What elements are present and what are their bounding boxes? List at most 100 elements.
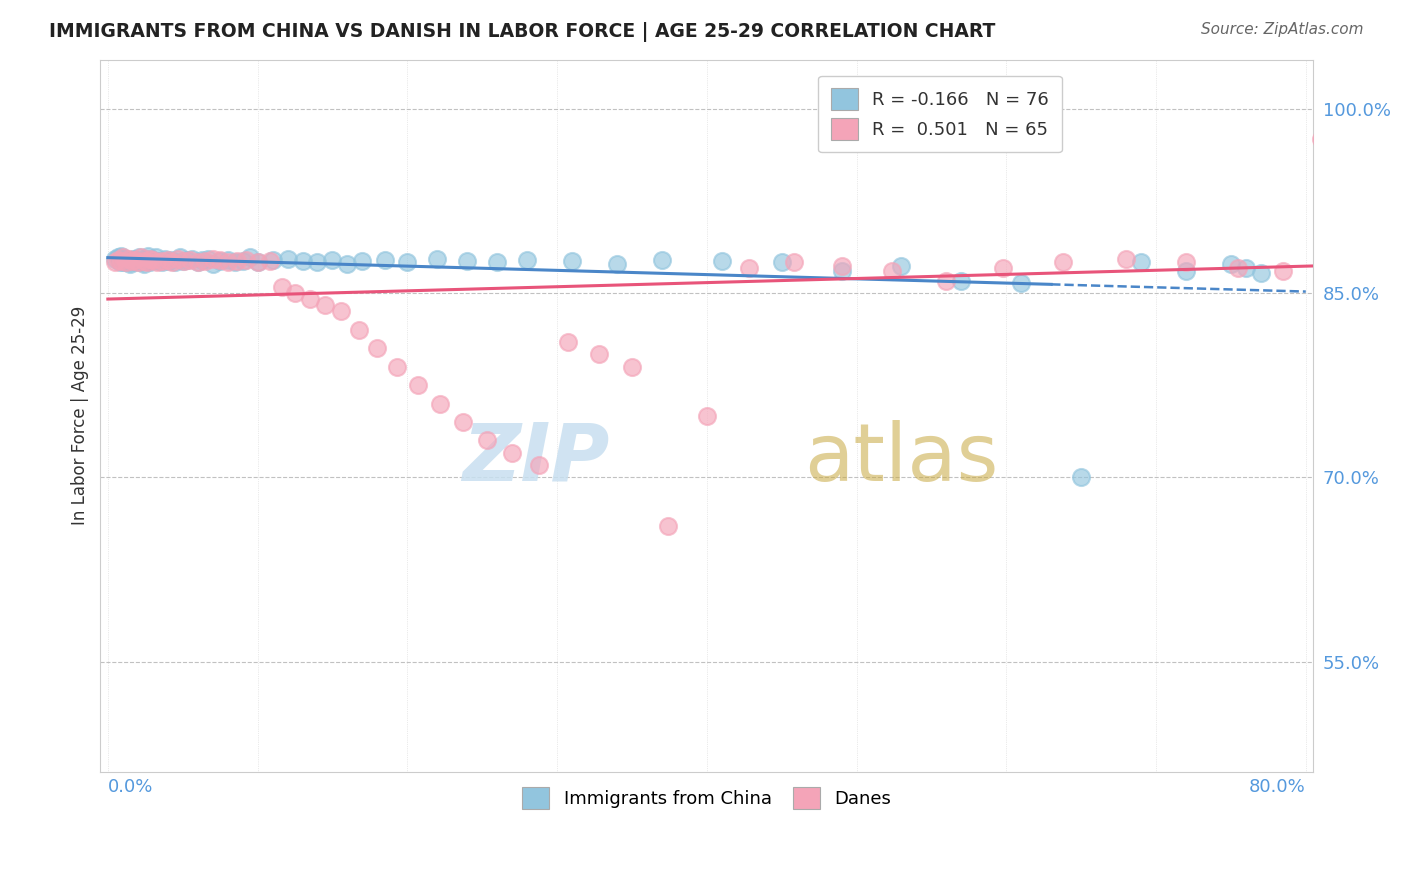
Point — [160, 255, 183, 269]
Point — [1052, 255, 1074, 269]
Point — [696, 409, 718, 423]
Point — [135, 252, 157, 266]
Point — [139, 255, 162, 269]
Point — [121, 254, 143, 268]
Point — [209, 252, 232, 267]
Point — [831, 259, 853, 273]
Point — [142, 252, 165, 267]
Point — [606, 256, 628, 270]
Point — [277, 252, 299, 266]
Point — [201, 256, 224, 270]
Point — [156, 254, 179, 268]
Point — [527, 458, 550, 472]
Point — [270, 280, 292, 294]
Point — [1234, 261, 1257, 276]
Point — [259, 254, 281, 268]
Point — [1130, 255, 1153, 269]
Point — [153, 252, 176, 266]
Point — [651, 252, 673, 267]
Point — [159, 252, 181, 267]
Point — [396, 255, 419, 269]
Point — [176, 252, 198, 267]
Text: ZIP: ZIP — [463, 419, 610, 498]
Point — [180, 252, 202, 266]
Point — [132, 256, 155, 270]
Point — [588, 347, 610, 361]
Point — [124, 252, 146, 267]
Point — [451, 415, 474, 429]
Point — [1309, 132, 1331, 146]
Point — [224, 255, 246, 269]
Point — [239, 251, 262, 265]
Point — [336, 256, 359, 270]
Point — [284, 285, 307, 300]
Point — [738, 261, 761, 276]
Point — [139, 252, 162, 266]
Point — [321, 252, 343, 267]
Point — [104, 252, 127, 266]
Point — [145, 251, 167, 265]
Point — [262, 252, 284, 267]
Point — [129, 255, 152, 269]
Point — [127, 254, 149, 268]
Point — [197, 252, 219, 266]
Point — [291, 254, 314, 268]
Point — [314, 298, 336, 312]
Point — [993, 261, 1015, 276]
Point — [146, 255, 169, 269]
Point — [246, 255, 269, 269]
Point — [486, 255, 509, 269]
Point — [111, 255, 134, 269]
Point — [235, 252, 257, 267]
Point — [150, 255, 173, 269]
Point — [232, 254, 254, 268]
Point — [129, 251, 152, 265]
Point — [125, 252, 148, 267]
Point — [935, 274, 957, 288]
Point — [217, 255, 239, 269]
Point — [135, 255, 157, 269]
Point — [117, 254, 139, 268]
Point — [148, 254, 170, 268]
Point — [1227, 261, 1250, 276]
Point — [657, 519, 679, 533]
Point — [165, 255, 187, 269]
Point — [121, 254, 143, 268]
Point — [209, 254, 232, 268]
Point — [225, 254, 247, 268]
Point — [1219, 256, 1241, 270]
Point — [194, 254, 217, 268]
Point — [426, 252, 449, 266]
Point — [167, 252, 190, 266]
Point — [1272, 264, 1295, 278]
Point — [1354, 151, 1376, 165]
Text: Source: ZipAtlas.com: Source: ZipAtlas.com — [1201, 22, 1364, 37]
Y-axis label: In Labor Force | Age 25-29: In Labor Force | Age 25-29 — [72, 306, 89, 525]
Point — [330, 304, 353, 318]
Point — [173, 254, 195, 268]
Point — [114, 252, 136, 266]
Point — [107, 252, 129, 267]
Point — [118, 255, 141, 269]
Point — [561, 254, 583, 268]
Legend: Immigrants from China, Danes: Immigrants from China, Danes — [515, 780, 898, 816]
Point — [142, 252, 165, 267]
Point — [134, 254, 156, 268]
Point — [429, 396, 451, 410]
Point — [120, 256, 142, 270]
Point — [112, 254, 135, 268]
Point — [475, 434, 498, 448]
Point — [710, 254, 733, 268]
Point — [187, 255, 209, 269]
Point — [127, 255, 149, 269]
Point — [557, 335, 579, 350]
Point — [114, 255, 136, 269]
Point — [1010, 276, 1032, 290]
Point — [882, 264, 904, 278]
Point — [456, 254, 478, 268]
Point — [620, 359, 643, 374]
Point — [406, 378, 429, 392]
Point — [201, 252, 224, 266]
Point — [890, 259, 912, 273]
Point — [782, 255, 804, 269]
